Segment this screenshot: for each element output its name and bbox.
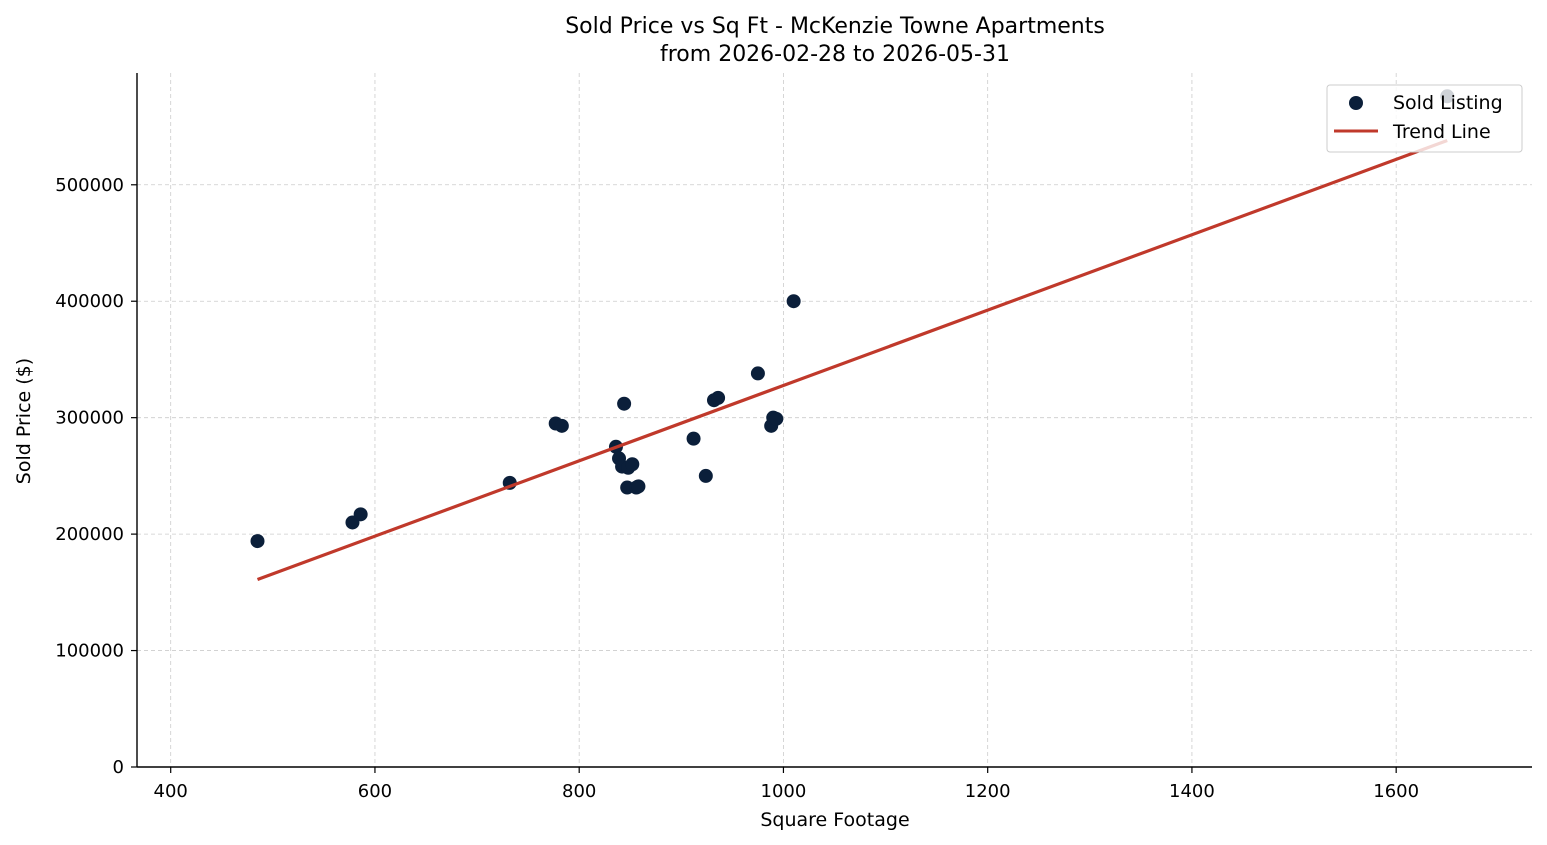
legend-label-trend-line: Trend Line xyxy=(1392,121,1491,143)
data-point xyxy=(554,418,569,433)
legend-marker-sold-listing xyxy=(1349,96,1363,110)
x-axis-label: Square Footage xyxy=(760,809,909,831)
x-tick-label: 1200 xyxy=(965,781,1011,802)
legend: Sold Listing Trend Line xyxy=(1326,84,1523,153)
data-point xyxy=(786,294,801,309)
trend-line-group xyxy=(256,139,1448,582)
x-tick-label: 600 xyxy=(358,781,392,802)
x-axis-ticks: 400 600 800 1000 1200 1400 1600 xyxy=(154,767,1419,802)
x-tick-label: 1000 xyxy=(761,781,807,802)
trend-line xyxy=(256,139,1448,582)
y-tick-label: 500000 xyxy=(55,175,124,196)
data-point xyxy=(353,507,368,522)
y-axis-label: Sold Price ($) xyxy=(13,358,35,484)
chart-title: Sold Price vs Sq Ft - McKenzie Towne Apa… xyxy=(565,14,1105,39)
y-tick-label: 400000 xyxy=(55,291,124,312)
x-tick-label: 1400 xyxy=(1169,781,1215,802)
data-point xyxy=(698,468,713,483)
y-tick-label: 300000 xyxy=(55,408,124,429)
y-tick-label: 0 xyxy=(113,757,124,778)
data-point xyxy=(250,534,265,549)
data-point xyxy=(750,366,765,381)
data-point xyxy=(686,431,701,446)
data-points xyxy=(250,89,1455,549)
y-tick-label: 200000 xyxy=(55,524,124,545)
data-point xyxy=(631,479,646,494)
y-axis-ticks: 0 100000 200000 300000 400000 500000 xyxy=(55,175,137,778)
chart-subtitle: from 2026-02-28 to 2026-05-31 xyxy=(660,42,1010,67)
data-point xyxy=(711,390,726,405)
data-point xyxy=(625,457,640,472)
x-tick-label: 1600 xyxy=(1373,781,1419,802)
data-point xyxy=(617,396,632,411)
x-tick-label: 400 xyxy=(154,781,188,802)
legend-box xyxy=(1326,84,1523,153)
data-point xyxy=(769,411,784,426)
legend-label-sold-listing: Sold Listing xyxy=(1393,92,1503,114)
x-tick-label: 800 xyxy=(562,781,596,802)
grid-lines xyxy=(137,73,1532,768)
y-tick-label: 100000 xyxy=(55,641,124,662)
